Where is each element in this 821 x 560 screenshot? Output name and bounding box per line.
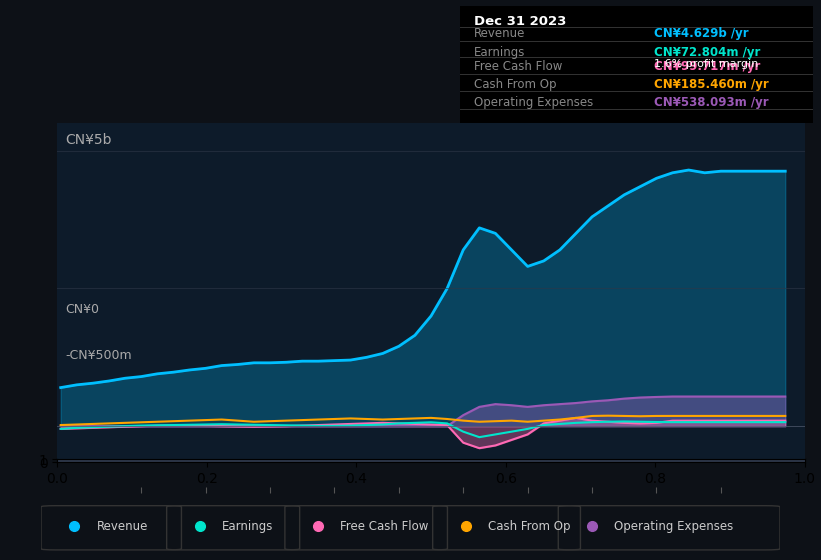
Text: CN¥538.093m /yr: CN¥538.093m /yr bbox=[654, 96, 768, 109]
Text: Earnings: Earnings bbox=[222, 520, 273, 533]
Text: Free Cash Flow: Free Cash Flow bbox=[340, 520, 429, 533]
Text: CN¥99.717m /yr: CN¥99.717m /yr bbox=[654, 60, 760, 73]
Text: CN¥185.460m /yr: CN¥185.460m /yr bbox=[654, 78, 768, 91]
Text: Dec 31 2023: Dec 31 2023 bbox=[474, 15, 566, 28]
Text: CN¥72.804m /yr: CN¥72.804m /yr bbox=[654, 46, 760, 59]
Text: Revenue: Revenue bbox=[97, 520, 148, 533]
Text: CN¥0: CN¥0 bbox=[65, 303, 99, 316]
Text: Operating Expenses: Operating Expenses bbox=[474, 96, 593, 109]
Text: Free Cash Flow: Free Cash Flow bbox=[474, 60, 562, 73]
Text: Cash From Op: Cash From Op bbox=[474, 78, 557, 91]
Text: Earnings: Earnings bbox=[474, 46, 525, 59]
Text: CN¥5b: CN¥5b bbox=[65, 133, 112, 147]
Text: Cash From Op: Cash From Op bbox=[488, 520, 571, 533]
Text: Revenue: Revenue bbox=[474, 27, 525, 40]
Text: -CN¥500m: -CN¥500m bbox=[65, 348, 131, 362]
Text: Operating Expenses: Operating Expenses bbox=[613, 520, 733, 533]
Text: 1.6% profit margin: 1.6% profit margin bbox=[654, 59, 759, 69]
Text: CN¥4.629b /yr: CN¥4.629b /yr bbox=[654, 27, 749, 40]
